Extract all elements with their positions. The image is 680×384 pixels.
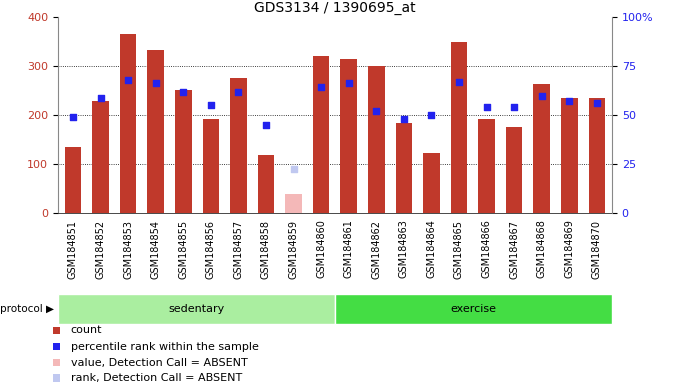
- Text: GSM184852: GSM184852: [95, 220, 105, 279]
- Text: GSM184861: GSM184861: [343, 220, 354, 278]
- Bar: [258, 156, 274, 213]
- Point: [51, 327, 62, 333]
- Text: GSM184865: GSM184865: [454, 220, 464, 278]
- Bar: [478, 119, 495, 213]
- Text: rank, Detection Call = ABSENT: rank, Detection Call = ABSENT: [71, 373, 242, 383]
- Bar: [335, 294, 612, 324]
- Point: [316, 84, 326, 90]
- Point: [537, 93, 547, 99]
- Bar: [368, 66, 384, 213]
- Text: GSM184863: GSM184863: [399, 220, 409, 278]
- Point: [51, 375, 62, 381]
- Point: [122, 77, 133, 83]
- Text: GSM184864: GSM184864: [426, 220, 437, 278]
- Bar: [92, 101, 109, 213]
- Point: [481, 104, 492, 110]
- Bar: [313, 56, 329, 213]
- Bar: [589, 98, 605, 213]
- Bar: [423, 153, 440, 213]
- Text: GSM184858: GSM184858: [261, 220, 271, 278]
- Point: [509, 104, 520, 111]
- Bar: [396, 122, 412, 213]
- Text: GSM184867: GSM184867: [509, 220, 519, 278]
- Text: GSM184866: GSM184866: [481, 220, 492, 278]
- Point: [371, 108, 381, 114]
- Text: exercise: exercise: [450, 304, 496, 314]
- Text: GSM184857: GSM184857: [233, 220, 243, 279]
- Text: GSM184859: GSM184859: [288, 220, 299, 278]
- Text: GSM184869: GSM184869: [564, 220, 575, 278]
- Bar: [286, 194, 302, 213]
- Text: protocol ▶: protocol ▶: [1, 304, 54, 314]
- Bar: [120, 35, 137, 213]
- Point: [177, 89, 188, 95]
- Point: [150, 80, 161, 86]
- Point: [564, 98, 575, 104]
- Bar: [533, 84, 550, 213]
- Text: value, Detection Call = ABSENT: value, Detection Call = ABSENT: [71, 358, 248, 367]
- Bar: [451, 42, 467, 213]
- Text: count: count: [71, 325, 103, 336]
- Point: [95, 95, 106, 101]
- Bar: [341, 59, 357, 213]
- Text: GSM184860: GSM184860: [316, 220, 326, 278]
- Bar: [148, 50, 164, 213]
- Text: GSM184868: GSM184868: [537, 220, 547, 278]
- Text: sedentary: sedentary: [168, 304, 224, 314]
- Bar: [561, 98, 577, 213]
- Point: [288, 166, 299, 172]
- Bar: [65, 147, 81, 213]
- Point: [454, 79, 464, 85]
- Bar: [506, 127, 522, 213]
- Text: GSM184853: GSM184853: [123, 220, 133, 278]
- Point: [51, 359, 62, 366]
- Point: [343, 80, 354, 86]
- Point: [260, 122, 271, 128]
- Point: [398, 116, 409, 122]
- Point: [592, 100, 602, 106]
- Text: GSM184856: GSM184856: [206, 220, 216, 278]
- Text: GSM184851: GSM184851: [68, 220, 78, 278]
- Text: GSM184855: GSM184855: [178, 220, 188, 279]
- Point: [67, 114, 78, 120]
- Point: [426, 112, 437, 118]
- Point: [205, 103, 216, 109]
- Point: [51, 343, 62, 349]
- Bar: [203, 119, 219, 213]
- Title: GDS3134 / 1390695_at: GDS3134 / 1390695_at: [254, 1, 415, 15]
- Text: percentile rank within the sample: percentile rank within the sample: [71, 341, 259, 351]
- Bar: [230, 78, 247, 213]
- Bar: [58, 294, 335, 324]
- Text: GSM184854: GSM184854: [151, 220, 160, 278]
- Point: [233, 89, 244, 95]
- Text: GSM184870: GSM184870: [592, 220, 602, 278]
- Text: GSM184862: GSM184862: [371, 220, 381, 278]
- Bar: [175, 90, 192, 213]
